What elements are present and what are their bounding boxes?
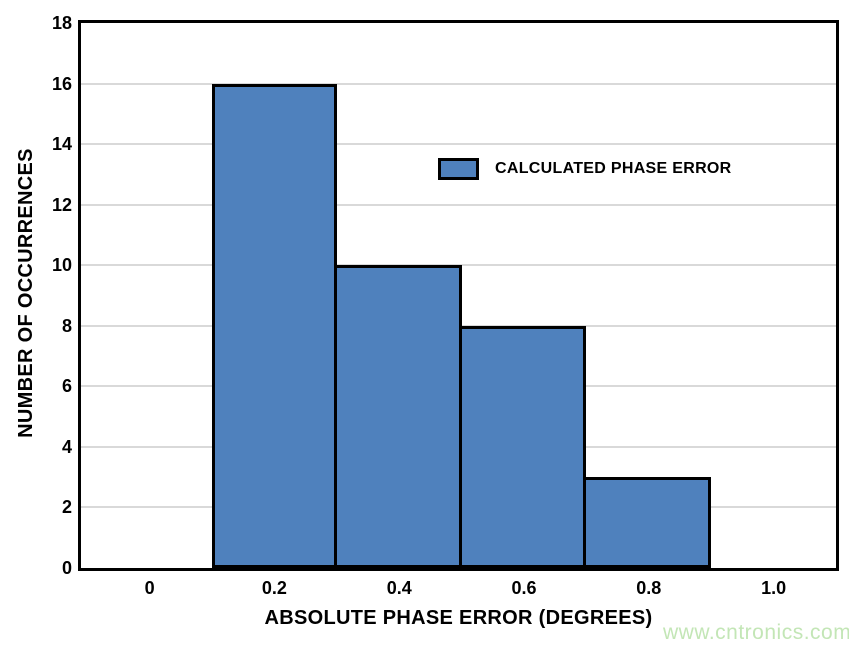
y-tick-label: 2: [61, 497, 72, 518]
y-tick-label: 10: [51, 255, 72, 276]
y-tick-label: 14: [51, 134, 72, 155]
gridline: [81, 143, 836, 146]
y-tick-label: 4: [61, 436, 72, 457]
x-tick-label: 0.8: [636, 578, 662, 598]
gridline: [81, 203, 836, 206]
x-tick-label: 0.4: [386, 578, 412, 598]
histogram-bar: [583, 477, 712, 568]
gridline: [81, 82, 836, 85]
y-tick-label: 0: [61, 558, 72, 578]
y-tick-label: 6: [61, 376, 72, 397]
histogram-bar: [333, 265, 462, 568]
histogram-bar: [212, 83, 337, 568]
x-axis-title: ABSOLUTE PHASE ERROR (DEGREES): [264, 607, 653, 629]
x-tick-label: 0: [144, 578, 155, 598]
x-tick-label: 0.6: [511, 578, 537, 598]
watermark: www.cntronics.com: [663, 621, 849, 644]
y-tick-label: 18: [51, 13, 72, 33]
x-tick-label: 1.0: [761, 578, 787, 598]
legend-label: CALCULATED PHASE ERROR: [495, 160, 732, 177]
legend-swatch: [438, 158, 479, 180]
legend: CALCULATED PHASE ERROR: [438, 158, 732, 180]
x-tick-label: 0.2: [261, 578, 287, 598]
plot-area: CALCULATED PHASE ERROR: [78, 20, 839, 571]
y-tick-label: 12: [51, 194, 72, 215]
histogram-bar: [458, 325, 587, 568]
y-tick-label: 8: [61, 315, 72, 336]
y-tick-label: 16: [51, 73, 72, 94]
